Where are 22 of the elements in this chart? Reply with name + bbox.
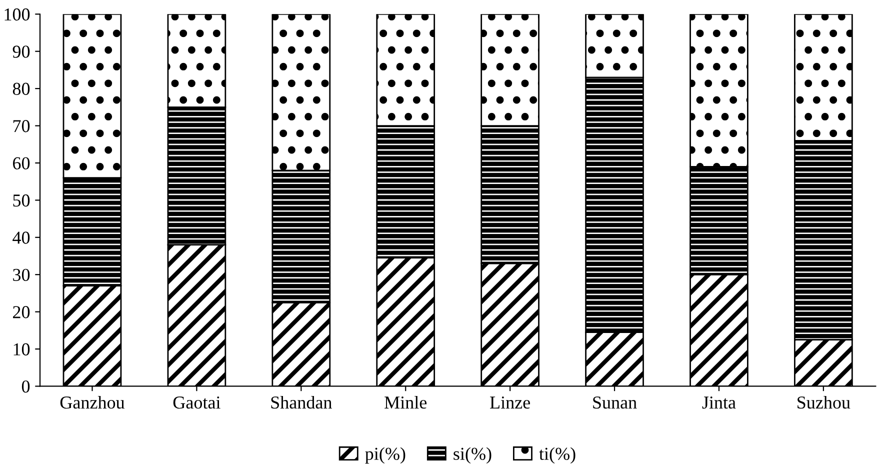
y-tick-label: 10 [14,343,30,356]
x-tick-label: Gaotai [173,396,220,409]
x-tick-label: Jinta [702,396,736,409]
legend-label: si(%) [454,447,492,464]
x-tick-label: Linze [490,396,530,409]
y-tick-label: 60 [13,157,30,170]
y-tick-label: 0 [22,380,30,393]
x-tick-label: Suzhou [798,396,850,409]
x-tick-label: Sunan [593,396,637,409]
legend-label: ti(%) [539,447,576,464]
y-tick-label: 70 [13,120,30,132]
y-tick-label: 80 [12,82,30,95]
x-tick-label: Ganzhou [60,396,125,409]
y-tick-label: 30 [13,268,30,282]
y-tick-label: 40 [12,232,30,244]
y-tick-label: 20 [13,306,30,318]
legend-label: pi(%) [365,447,406,464]
x-tick-label: Minle [384,396,427,409]
x-tick-label: Shandan [271,396,332,409]
y-tick-label: 50 [13,194,30,207]
y-tick-label: 100 [4,8,30,21]
y-tick-label: 90 [12,46,30,58]
